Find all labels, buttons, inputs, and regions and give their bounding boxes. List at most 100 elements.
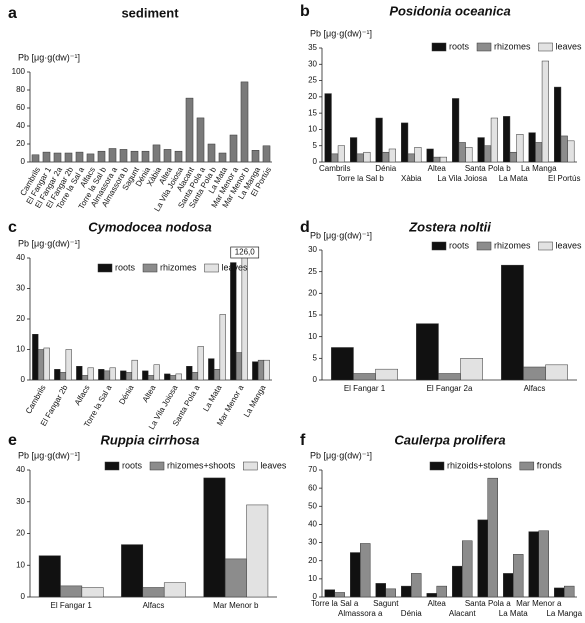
y-axis-label: Pb [μg·g(dw)⁻¹] [18,450,80,460]
bar [487,477,498,597]
x-tick-label: Dénia [401,609,422,618]
y-tick-label: 40 [308,520,317,529]
bar [452,565,463,597]
legend-label: leaves [556,41,583,51]
legend-label: rhizomes [494,41,531,51]
bar [516,134,524,162]
panel-letter: f [300,432,306,449]
bar [337,145,345,162]
legend-label: roots [122,460,143,470]
bar [42,151,51,162]
bar [407,153,415,162]
y-tick-label: 15 [308,310,317,319]
y-tick-label: 35 [308,43,317,52]
legend-swatch [476,241,492,251]
bar [120,370,127,380]
panel-letter: b [300,3,310,20]
legend-label: roots [449,41,470,51]
y-tick-label: 0 [313,375,318,384]
bar [528,531,539,597]
y-tick-label: 30 [16,284,25,293]
bar [401,585,412,597]
panel-letter: c [8,219,17,236]
bar [462,540,473,597]
bar [131,359,138,380]
bar [331,153,339,162]
y-tick-label: 30 [16,497,25,506]
bar [375,117,383,162]
bar [229,134,238,162]
bar [252,361,259,380]
x-tick-label: Mar Menor a [516,599,562,608]
bar [263,359,270,380]
legend-label: leaves [556,240,583,250]
y-tick-label: 40 [16,121,25,130]
y-tick-label: 100 [12,67,26,76]
bar [53,152,62,162]
bar [98,369,105,380]
bar [433,156,441,162]
bar [560,135,568,162]
value-label: 126,0 [235,248,256,257]
bar [503,116,511,162]
bar [103,370,111,380]
bar [426,148,434,162]
y-tick-label: 20 [16,529,25,538]
bar [360,543,371,597]
bar [125,372,133,380]
bar [426,593,437,597]
legend-label: roots [115,262,136,272]
bar [356,153,364,162]
bar [324,589,335,597]
y-axis-label: Pb [μg·g(dw)⁻¹] [18,238,80,248]
bar [411,573,422,597]
x-tick-label: Torre la Sal a [311,599,359,608]
bar [59,372,67,380]
bar [43,347,50,380]
bar [186,366,193,380]
y-tick-label: 10 [16,560,25,569]
legend-label: leaves [260,460,287,470]
bar [567,140,575,162]
x-tick-label: La Manga [521,164,557,173]
bar [241,258,248,380]
bar [416,323,439,380]
bar [375,583,386,597]
x-tick-label: Santa Pola b [465,164,511,173]
x-tick-label: Xàbia [401,174,422,183]
bar [503,573,514,597]
x-tick-label: Altea [428,164,447,173]
x-tick-label: La Manga [242,383,268,419]
bar [439,156,447,162]
bar [208,358,215,380]
legend-label: rhizomes+shoots [167,460,236,470]
bar [141,150,150,162]
bar [388,148,396,162]
y-tick-label: 60 [308,483,317,492]
legend-label: rhizomes [494,240,531,250]
panel-letter: e [8,432,17,449]
bars [38,477,269,597]
y-tick-label: 40 [16,253,25,262]
bar [385,588,396,597]
bar [477,137,485,162]
y-tick-label: 25 [308,76,317,85]
y-tick-label: 20 [308,288,317,297]
y-tick-label: 80 [16,85,25,94]
bar [545,364,568,380]
legend-swatch [104,461,120,471]
bar [484,145,492,162]
legend-label: roots [449,240,470,250]
bar [213,369,221,380]
bar [477,519,488,597]
bar [382,151,390,162]
bar [465,147,473,162]
bars [31,81,271,162]
y-tick-label: 0 [21,157,26,166]
panel-letter: a [8,5,17,22]
y-tick-label: 10 [308,574,317,583]
bar [436,585,447,597]
bar [257,359,265,380]
y-axis-label: Pb [μg·g(dw)⁻¹] [18,52,80,62]
y-axis-label: Pb [μg·g(dw)⁻¹] [310,230,372,240]
